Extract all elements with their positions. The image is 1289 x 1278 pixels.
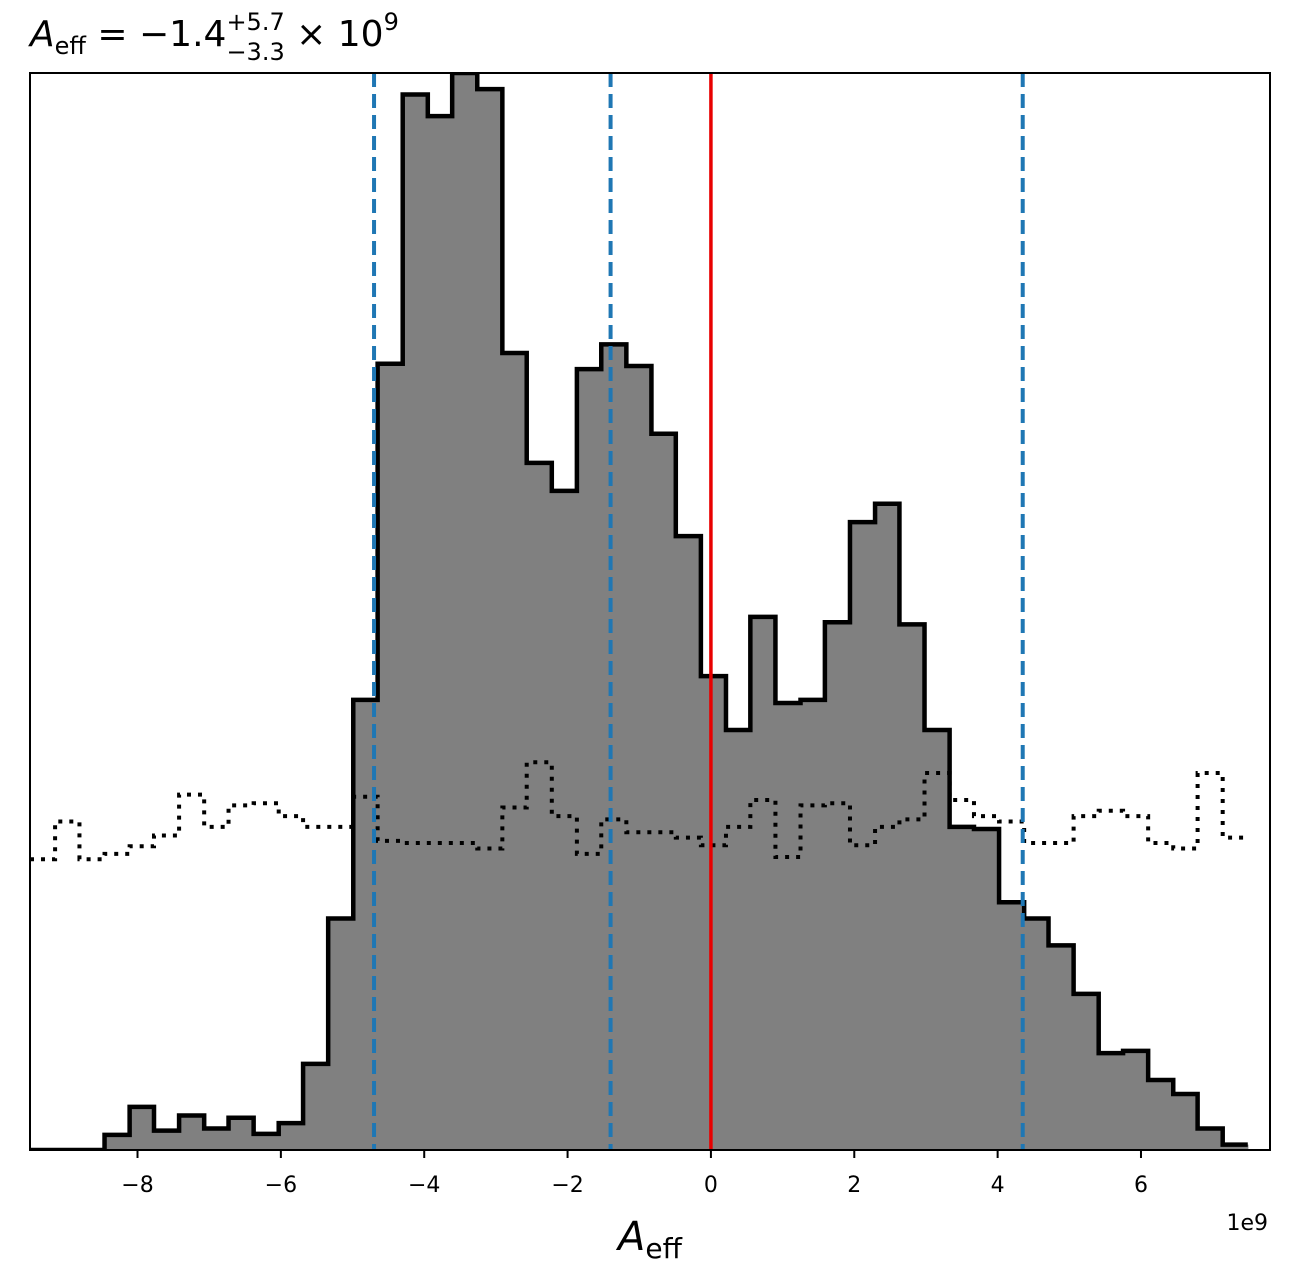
svg-text:Aeff = −1.4+5.7−3.3 × 109: Aeff = −1.4+5.7 −3.3 × 109 (28, 8, 399, 66)
posterior-bar (601, 344, 627, 1150)
posterior-bar (775, 703, 802, 1150)
posterior-bar (1148, 1079, 1174, 1150)
posterior-bar (253, 1133, 280, 1150)
posterior-bar (999, 902, 1025, 1150)
x-tick-label: −4 (408, 1173, 440, 1198)
posterior-bar (154, 1130, 180, 1150)
posterior-bar (1173, 1093, 1199, 1150)
title-median: −1.4 (139, 14, 226, 55)
posterior-bar (1098, 1053, 1124, 1150)
posterior-bar (129, 1106, 155, 1150)
plot-area (30, 73, 1249, 1150)
posterior-bar (651, 433, 677, 1150)
posterior-bar (1048, 945, 1075, 1150)
posterior-bar (800, 699, 826, 1150)
posterior-bar (502, 353, 528, 1150)
posterior-outline (30, 73, 1248, 1150)
posterior-bar (402, 94, 429, 1150)
posterior-bar (228, 1117, 255, 1150)
x-tick-label: 2 (847, 1173, 861, 1198)
posterior-bar (278, 1123, 304, 1150)
plot-frame (29, 72, 1271, 1151)
x-axis-label: Aeff (615, 1214, 683, 1265)
x-axis: −8 −6 −4 −2 0 2 4 6 (29, 72, 1271, 1198)
posterior-bar (675, 536, 702, 1150)
posterior-bar (1073, 993, 1100, 1150)
x-tick-label: −6 (265, 1173, 297, 1198)
posterior-bar (526, 462, 553, 1150)
posterior-bar (477, 89, 503, 1150)
posterior-bar (576, 369, 602, 1150)
x-tick-label: −2 (551, 1173, 583, 1198)
posterior-bar (377, 363, 404, 1150)
x-tick-label: 4 (991, 1173, 1005, 1198)
x-tick-label: 0 (704, 1173, 718, 1198)
posterior-bar (452, 73, 478, 1150)
title-symbol-sub: eff (55, 32, 87, 60)
posterior-bar (303, 1063, 329, 1150)
posterior-bar (949, 826, 975, 1150)
posterior-bar (204, 1128, 230, 1150)
posterior-bar (875, 503, 901, 1150)
posterior-bar (973, 829, 1000, 1150)
posterior-bar (899, 624, 926, 1150)
posterior-bar (849, 522, 876, 1150)
posterior-bar (104, 1134, 131, 1150)
title-times: × 10 (285, 14, 384, 55)
posterior-bar (328, 918, 354, 1150)
x-tick-label: −8 (121, 1173, 153, 1198)
posterior-bar (551, 490, 578, 1150)
title-equals: = (86, 14, 139, 55)
posterior-bar (1024, 918, 1050, 1150)
title-lower-error: −3.3 (226, 38, 284, 66)
posterior-bar (626, 365, 653, 1150)
x-tick-label: 6 (1134, 1173, 1148, 1198)
title-symbol: A (28, 14, 55, 55)
title-upper-error: +5.7 (226, 8, 284, 36)
posterior-bar (427, 116, 453, 1150)
posterior-bar (1222, 1144, 1249, 1150)
posterior-bar (725, 729, 751, 1150)
posterior-bar (750, 616, 777, 1150)
posterior-bar (824, 622, 851, 1150)
posterior-bar (1123, 1050, 1149, 1150)
title-exponent: 9 (384, 8, 399, 36)
posterior-bar (179, 1115, 205, 1150)
x-axis-offset-label: 1e9 (1226, 1211, 1268, 1236)
posterior-bar (1197, 1128, 1224, 1150)
chart-title: Aeff = −1.4+5.7 −3.3 × 109 (28, 8, 399, 66)
posterior-bar (924, 729, 951, 1150)
posterior-bar (700, 676, 727, 1150)
